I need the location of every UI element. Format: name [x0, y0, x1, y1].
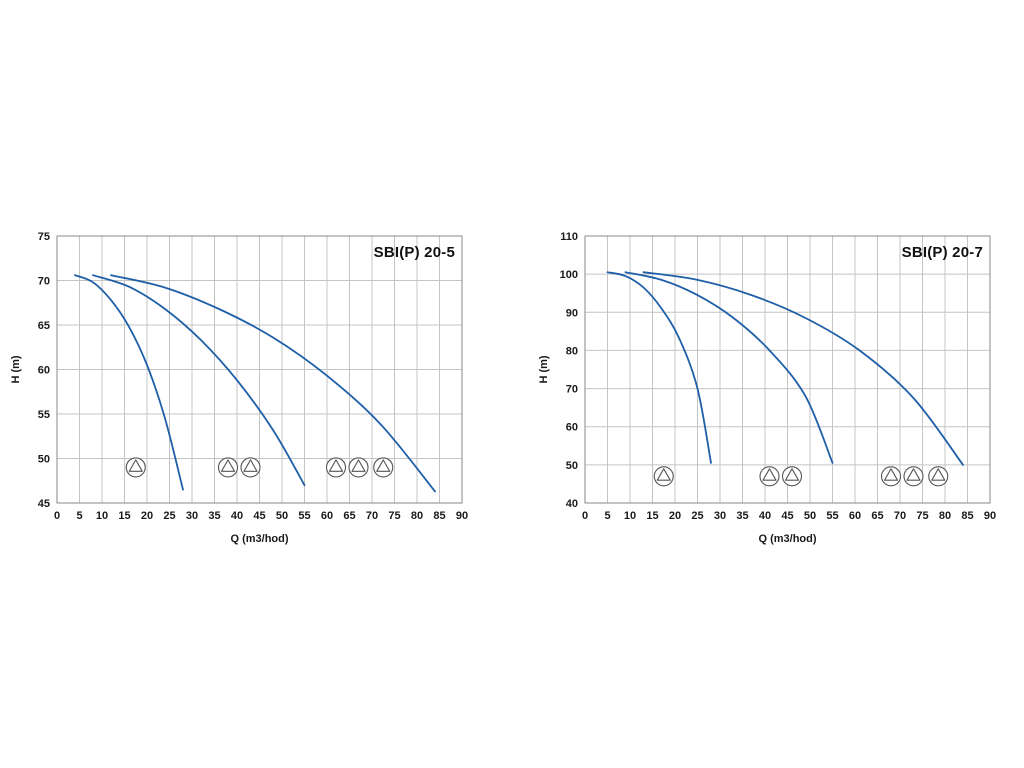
svg-text:60: 60 — [566, 422, 578, 434]
svg-text:90: 90 — [456, 510, 468, 522]
svg-text:110: 110 — [560, 231, 578, 243]
svg-text:35: 35 — [208, 510, 220, 522]
svg-text:5: 5 — [604, 510, 610, 522]
svg-text:45: 45 — [38, 498, 50, 510]
chart-title: SBI(P) 20-7 — [901, 244, 983, 261]
chart-canvas-right: 0 5 10 15 20 25 30 35 40 45 50 55 60 65 70 75 80 85 90 40 50… — [538, 231, 996, 545]
svg-text:70: 70 — [38, 276, 50, 288]
svg-text:60: 60 — [321, 510, 333, 522]
svg-text:40: 40 — [759, 510, 771, 522]
svg-text:20: 20 — [669, 510, 681, 522]
svg-text:75: 75 — [916, 510, 928, 522]
svg-text:55: 55 — [826, 510, 838, 522]
svg-text:55: 55 — [38, 409, 50, 421]
svg-text:10: 10 — [96, 510, 108, 522]
svg-text:0: 0 — [54, 510, 60, 522]
svg-text:10: 10 — [624, 510, 636, 522]
svg-text:65: 65 — [343, 510, 355, 522]
svg-text:25: 25 — [163, 510, 175, 522]
svg-text:75: 75 — [388, 510, 400, 522]
svg-text:15: 15 — [118, 510, 130, 522]
svg-text:45: 45 — [781, 510, 793, 522]
svg-text:15: 15 — [646, 510, 658, 522]
svg-text:85: 85 — [961, 510, 973, 522]
svg-text:65: 65 — [871, 510, 883, 522]
svg-text:5: 5 — [76, 510, 82, 522]
svg-text:80: 80 — [566, 345, 578, 357]
svg-text:60: 60 — [849, 510, 861, 522]
svg-text:65: 65 — [38, 320, 50, 332]
svg-text:40: 40 — [566, 498, 578, 510]
svg-text:75: 75 — [38, 231, 50, 243]
svg-text:25: 25 — [691, 510, 703, 522]
svg-text:20: 20 — [141, 510, 153, 522]
svg-text:55: 55 — [298, 510, 310, 522]
svg-text:60: 60 — [38, 365, 50, 377]
svg-text:40: 40 — [231, 510, 243, 522]
svg-text:Q (m3/hod): Q (m3/hod) — [758, 533, 816, 545]
svg-text:0: 0 — [582, 510, 588, 522]
svg-text:30: 30 — [186, 510, 198, 522]
svg-text:80: 80 — [939, 510, 951, 522]
svg-text:50: 50 — [566, 460, 578, 472]
svg-text:45: 45 — [253, 510, 265, 522]
svg-text:70: 70 — [894, 510, 906, 522]
svg-text:100: 100 — [560, 269, 578, 281]
svg-text:H (m): H (m) — [10, 355, 22, 383]
svg-text:85: 85 — [433, 510, 445, 522]
svg-text:35: 35 — [736, 510, 748, 522]
pump-curve-chart-sbi-p-20-5: SBI(P) 20-5 0 5 10 15 20 25 30 35 40 45 50 55 60 65 70… — [5, 222, 475, 552]
svg-text:50: 50 — [276, 510, 288, 522]
chart-canvas-left: 0 5 10 15 20 25 30 35 40 45 50 55 60 65 70 75 80 85 90 45 50… — [10, 231, 468, 545]
svg-text:H (m): H (m) — [538, 355, 550, 383]
svg-text:70: 70 — [366, 510, 378, 522]
svg-text:Q (m3/hod): Q (m3/hod) — [230, 533, 288, 545]
svg-text:80: 80 — [411, 510, 423, 522]
svg-text:50: 50 — [38, 454, 50, 466]
pump-curve-chart-sbi-p-20-7: SBI(P) 20-7 0 5 10 15 20 25 30 35 40 45 50 55 60 65 70… — [533, 222, 1003, 552]
svg-text:90: 90 — [566, 307, 578, 319]
svg-text:70: 70 — [566, 384, 578, 396]
svg-text:30: 30 — [714, 510, 726, 522]
svg-text:50: 50 — [804, 510, 816, 522]
chart-title: SBI(P) 20-5 — [373, 244, 455, 261]
svg-text:90: 90 — [984, 510, 996, 522]
